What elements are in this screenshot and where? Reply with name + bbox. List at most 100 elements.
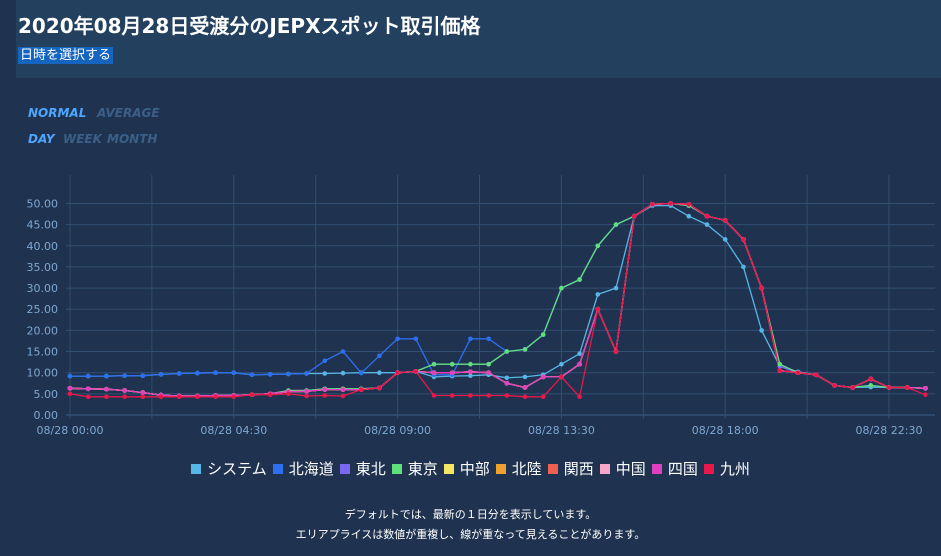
legend-swatch [651, 464, 662, 474]
legend-label: 中国 [615, 460, 646, 478]
series-point [67, 391, 73, 397]
mode-average-button[interactable]: AVERAGE [97, 106, 160, 120]
series-point [631, 213, 637, 219]
series-point [231, 394, 237, 400]
series-line [70, 204, 926, 389]
series-point [486, 336, 491, 342]
series-point [322, 387, 328, 392]
period-week-button[interactable]: WEEK [63, 132, 102, 146]
legend-item[interactable]: システム [191, 458, 267, 479]
y-tick-label: 20.00 [27, 324, 59, 337]
y-tick-label: 50.00 [27, 197, 59, 210]
series-point [522, 374, 528, 380]
y-tick-label: 15.00 [27, 346, 59, 359]
series-point [522, 385, 528, 390]
legend-item[interactable]: 四国 [651, 458, 698, 479]
page-title: 2020年08月28日受渡分のJEPXスポット取引価格 [18, 14, 481, 38]
series-point [741, 237, 746, 242]
series-point [249, 372, 255, 378]
series-point [158, 394, 164, 400]
series-point [340, 387, 346, 392]
series-line [69, 202, 926, 397]
legend-item[interactable]: 北海道 [272, 458, 334, 479]
series-point [85, 386, 91, 392]
series-point [431, 393, 437, 398]
series-point [686, 202, 692, 207]
footer-note-overlap: エリアプライスは数値が重複し、線が重なって見えることがあります。 [295, 528, 646, 541]
select-date-button[interactable]: 日時を選択する [18, 47, 114, 64]
series-point [468, 369, 473, 375]
legend-label: 四国 [667, 460, 698, 478]
series-point [67, 373, 73, 379]
legend-item[interactable]: 東北 [339, 458, 386, 479]
series-point [85, 394, 91, 400]
y-tick-label: 40.00 [27, 240, 59, 253]
series-point [286, 391, 291, 397]
chart-grid [66, 175, 935, 419]
legend-item[interactable]: 九州 [703, 458, 750, 479]
legend-item[interactable]: 北陸 [495, 458, 542, 479]
period-day-button[interactable]: DAY [28, 132, 55, 146]
series-point [923, 392, 928, 397]
legend-label: 中部 [459, 460, 490, 478]
x-tick-label: 08/28 00:00 [37, 424, 104, 437]
series-point [486, 361, 491, 367]
series-point [613, 222, 619, 227]
series-point [195, 370, 200, 376]
series-point [886, 385, 892, 390]
legend-label: 東京 [407, 460, 438, 478]
period-month-button[interactable]: MONTH [107, 132, 158, 146]
series-point [722, 237, 728, 242]
series-point [577, 277, 582, 282]
series-line [69, 202, 926, 397]
legend-swatch [599, 464, 610, 474]
legend-swatch [443, 464, 454, 474]
series-point [431, 361, 437, 367]
series-point [813, 372, 819, 378]
series-point [249, 392, 255, 397]
x-tick-label: 08/28 13:30 [528, 424, 595, 437]
series-point [559, 285, 564, 291]
y-tick-label: 25.00 [27, 303, 59, 316]
series-point [613, 349, 619, 354]
series-point [540, 374, 546, 380]
series-point [522, 394, 528, 400]
series-point [140, 373, 146, 378]
series-point [231, 370, 237, 375]
series-point [176, 394, 182, 400]
legend-item[interactable]: 関西 [547, 458, 594, 479]
x-tick-label: 08/28 09:00 [364, 424, 431, 437]
series-line [69, 202, 926, 397]
series-point [540, 394, 546, 400]
series-point [122, 394, 127, 400]
series-line [69, 202, 926, 397]
series-point [358, 387, 364, 392]
series-point [377, 385, 382, 391]
series-point [468, 373, 473, 378]
y-axis-ticks: 0.00 5.00 10.00 15.00 20.00 25.00 30.00 35.00 40… [27, 197, 59, 422]
series-point [468, 336, 473, 342]
series-point [358, 370, 364, 376]
legend-label: 北陸 [511, 460, 542, 478]
series-point [304, 393, 309, 399]
legend-item[interactable]: 東京 [391, 458, 438, 479]
y-tick-label: 5.00 [34, 388, 59, 401]
legend-swatch [339, 464, 350, 474]
series-point [577, 361, 582, 367]
series-point [486, 393, 491, 398]
series-line [69, 202, 926, 397]
series-point [140, 394, 146, 400]
series-point [413, 369, 419, 374]
mode-normal-button[interactable]: NORMAL [28, 106, 87, 120]
series-point [449, 370, 455, 375]
series-point [395, 336, 400, 342]
chart-legend: システム 北海道 東北 東京 中部 北陸 関西 中国 四国 九州 [0, 458, 941, 479]
series-point [595, 292, 601, 297]
legend-item[interactable]: 中国 [599, 458, 646, 479]
series-point [468, 361, 473, 367]
legend-item[interactable]: 中部 [443, 458, 490, 479]
series-point [431, 370, 437, 375]
series-point [286, 371, 291, 377]
series-point [504, 349, 510, 354]
x-tick-label: 08/28 18:00 [692, 424, 759, 437]
